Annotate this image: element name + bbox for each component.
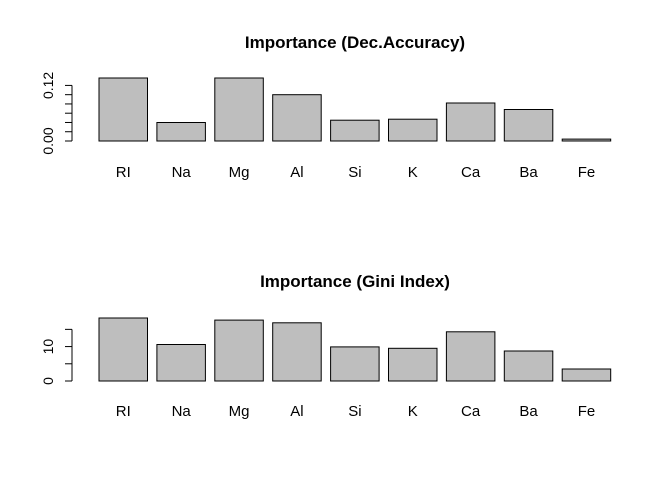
bar-mg (214, 77, 264, 142)
bar-ca (445, 331, 496, 382)
y-tick-label: 0.00 (40, 127, 56, 154)
chart-title: Importance (Dec.Accuracy) (245, 33, 465, 52)
x-tick-label: K (408, 164, 418, 181)
x-tick-label: Al (290, 164, 303, 181)
y-axis: 0.00 0.12 (40, 72, 73, 155)
x-tick-label: Mg (229, 164, 250, 181)
x-tick-label: Si (348, 403, 361, 420)
bar-fe (561, 368, 612, 382)
x-tick-label: RI (116, 403, 131, 420)
y-axis: 0 10 (40, 328, 73, 385)
bars (98, 317, 612, 382)
x-axis-labels: RI Na Mg Al Si K Ca Ba Fe (116, 403, 595, 420)
bar-si (330, 346, 380, 382)
x-tick-label: Si (348, 164, 361, 181)
chart-dec-accuracy: Importance (Dec.Accuracy) 0.00 0.12 RI Na M… (40, 33, 612, 181)
bar-ba (503, 109, 554, 142)
bar-al (272, 94, 322, 142)
bar-ri (98, 317, 148, 382)
x-tick-label: Al (290, 403, 303, 420)
x-tick-label: Na (172, 403, 192, 420)
bar-mg (214, 319, 264, 382)
chart-title: Importance (Gini Index) (260, 272, 450, 291)
x-tick-label: RI (116, 164, 131, 181)
x-tick-label: Ba (519, 164, 538, 181)
y-tick-label: 0.12 (40, 72, 56, 99)
bar-fe (561, 138, 612, 142)
y-tick-label: 10 (40, 339, 56, 355)
bar-ca (445, 102, 496, 142)
bar-al (272, 322, 322, 382)
bar-ba (503, 350, 554, 382)
bar-ri (98, 77, 148, 142)
bars (98, 77, 612, 142)
x-tick-label: Fe (578, 164, 596, 181)
bar-k (388, 347, 438, 382)
x-tick-label: K (408, 403, 418, 420)
y-tick-label: 0 (40, 377, 56, 385)
bar-si (330, 119, 380, 142)
x-axis-labels: RI Na Mg Al Si K Ca Ba Fe (116, 164, 595, 181)
x-tick-label: Fe (578, 403, 596, 420)
bar-na (156, 344, 206, 382)
x-tick-label: Mg (229, 403, 250, 420)
x-tick-label: Ca (461, 164, 481, 181)
bar-k (388, 118, 438, 142)
bar-na (156, 122, 206, 142)
x-tick-label: Na (172, 164, 192, 181)
chart-gini-index: Importance (Gini Index) 0 10 RI Na Mg Al Si K C… (40, 272, 612, 420)
x-tick-label: Ca (461, 403, 481, 420)
x-tick-label: Ba (519, 403, 538, 420)
